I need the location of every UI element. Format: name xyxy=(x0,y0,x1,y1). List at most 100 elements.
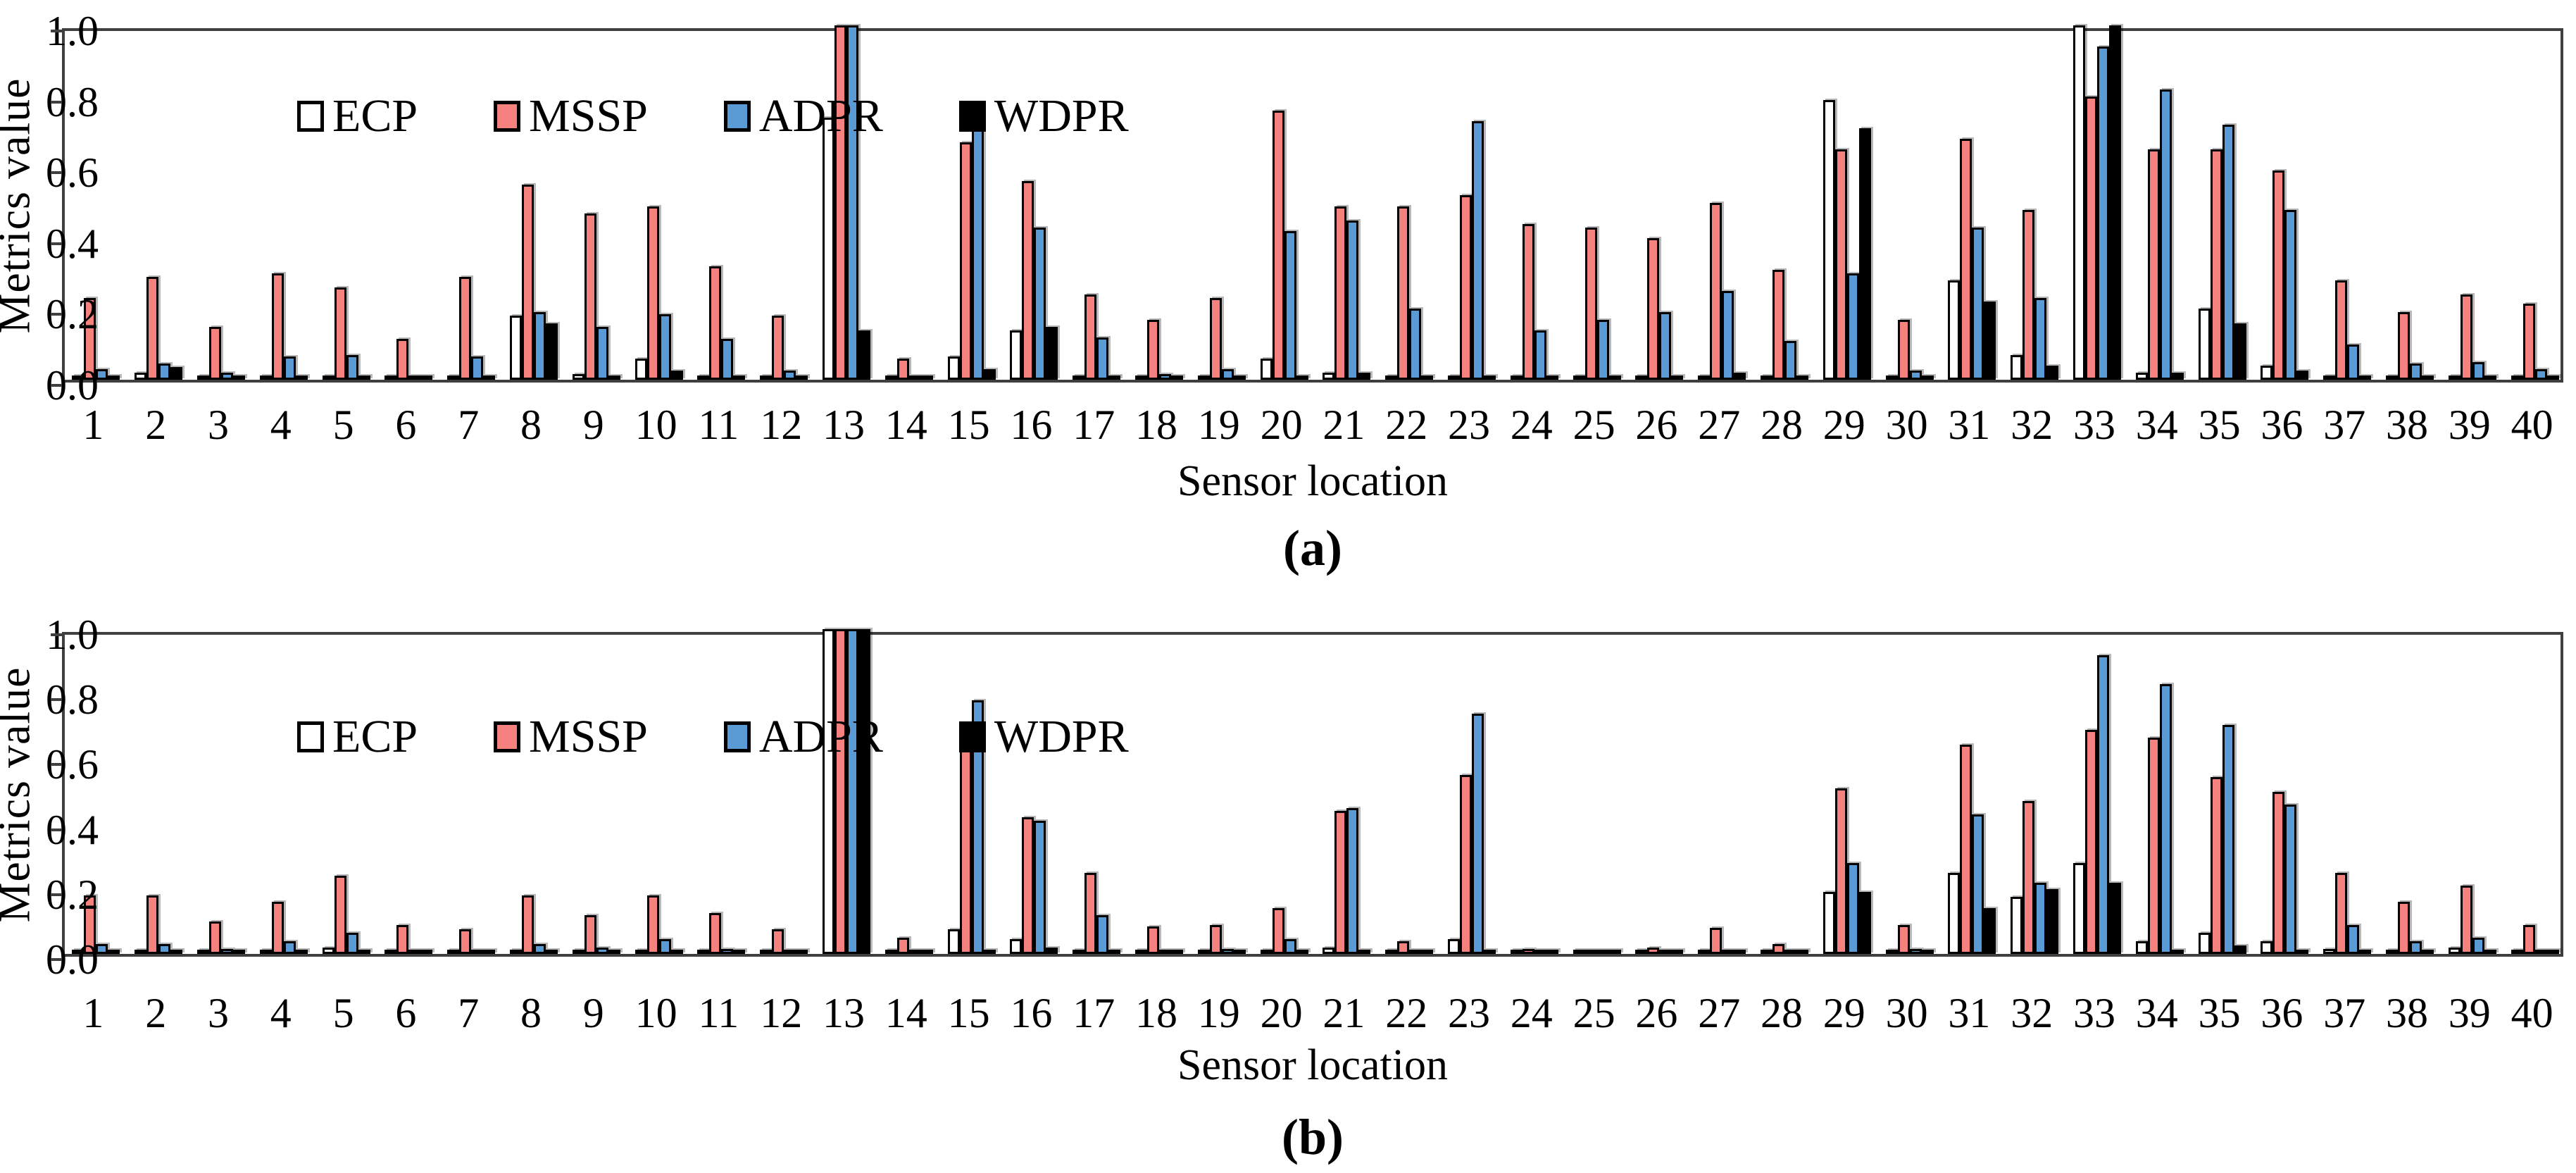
x-tick-label: 11 xyxy=(698,990,739,1036)
bar-mssp-sensor-2 xyxy=(146,277,159,380)
bar-mssp-sensor-17 xyxy=(1084,872,1097,954)
bar-wdpr-sensor-11 xyxy=(733,376,746,380)
bar-ecp-sensor-18 xyxy=(1135,950,1147,954)
bar-wdpr-sensor-19 xyxy=(1233,376,1246,380)
bar-ecp-sensor-39 xyxy=(2448,376,2461,380)
x-tick-label: 3 xyxy=(208,990,229,1036)
bar-ecp-sensor-19 xyxy=(1197,950,1210,954)
bar-wdpr-sensor-8 xyxy=(546,950,558,954)
bar-mssp-sensor-27 xyxy=(1710,928,1722,954)
bar-mssp-sensor-20 xyxy=(1272,908,1284,954)
bar-adpr-sensor-34 xyxy=(2159,89,2172,380)
bar-wdpr-sensor-21 xyxy=(1358,372,1371,380)
x-tick-label: 33 xyxy=(2073,990,2115,1036)
bar-wdpr-sensor-1 xyxy=(108,950,120,954)
x-tick-label: 35 xyxy=(2198,990,2241,1036)
legend-label: ADPR xyxy=(758,90,883,142)
bar-mssp-sensor-5 xyxy=(334,287,346,380)
bar-adpr-sensor-1 xyxy=(96,944,108,954)
bar-wdpr-sensor-28 xyxy=(1796,950,1808,954)
bar-wdpr-sensor-5 xyxy=(358,950,370,954)
x-axis-title: Sensor location xyxy=(1177,457,1448,505)
bar-mssp-sensor-37 xyxy=(2335,872,2348,954)
bar-mssp-sensor-38 xyxy=(2398,312,2410,380)
bar-mssp-sensor-15 xyxy=(959,142,972,380)
bar-wdpr-sensor-23 xyxy=(1484,950,1496,954)
bar-adpr-sensor-19 xyxy=(1221,949,1234,954)
bar-mssp-sensor-27 xyxy=(1710,202,1722,380)
x-tick-label: 27 xyxy=(1698,990,1741,1036)
bar-adpr-sensor-34 xyxy=(2159,684,2172,954)
bar-ecp-sensor-8 xyxy=(510,316,522,380)
x-tick-label: 13 xyxy=(823,990,865,1036)
y-tick-mark xyxy=(51,313,62,316)
x-tick-label: 1 xyxy=(82,990,104,1036)
x-tick-label: 19 xyxy=(1197,990,1240,1036)
bar-mssp-sensor-40 xyxy=(2522,924,2535,954)
legend-label: ECP xyxy=(332,711,418,762)
bar-adpr-sensor-12 xyxy=(784,371,796,380)
bar-adpr-sensor-40 xyxy=(2534,950,2547,954)
bar-wdpr-sensor-29 xyxy=(1858,892,1871,954)
bar-adpr-sensor-26 xyxy=(1659,950,1672,954)
y-tick-mark xyxy=(51,698,62,702)
x-tick-label: 13 xyxy=(823,402,865,448)
bar-mssp-sensor-40 xyxy=(2522,303,2535,380)
bar-ecp-sensor-23 xyxy=(1448,939,1460,954)
x-tick-label: 7 xyxy=(458,402,480,448)
bar-wdpr-sensor-20 xyxy=(1296,950,1308,954)
bar-mssp-sensor-11 xyxy=(709,913,722,954)
bar-adpr-sensor-36 xyxy=(2284,804,2297,954)
bar-adpr-sensor-33 xyxy=(2097,654,2109,954)
legend: ECP MSSP ADPR WDPR xyxy=(297,714,1129,760)
bar-ecp-sensor-15 xyxy=(947,929,960,954)
x-tick-label: 35 xyxy=(2198,402,2241,448)
bar-adpr-sensor-24 xyxy=(1534,950,1546,954)
bar-ecp-sensor-25 xyxy=(1573,376,1585,380)
bar-ecp-sensor-12 xyxy=(760,950,773,954)
bar-mssp-sensor-37 xyxy=(2335,280,2348,380)
bar-wdpr-sensor-7 xyxy=(483,950,496,954)
bar-ecp-sensor-10 xyxy=(634,950,647,954)
x-tick-label: 36 xyxy=(2261,402,2303,448)
x-tick-label: 22 xyxy=(1385,402,1428,448)
bar-ecp-sensor-34 xyxy=(2135,372,2148,380)
x-tick-label: 23 xyxy=(1448,990,1490,1036)
bar-wdpr-sensor-31 xyxy=(1984,302,1996,380)
bar-ecp-sensor-11 xyxy=(697,376,710,380)
bar-wdpr-sensor-30 xyxy=(1921,376,1934,380)
bar-adpr-sensor-6 xyxy=(408,376,421,380)
bar-ecp-sensor-18 xyxy=(1135,376,1147,380)
bar-wdpr-sensor-15 xyxy=(983,368,996,380)
bar-mssp-sensor-3 xyxy=(209,326,221,380)
bar-ecp-sensor-27 xyxy=(1698,950,1711,954)
bar-ecp-sensor-7 xyxy=(447,950,460,954)
legend-swatch-wdpr xyxy=(958,101,986,132)
x-tick-label: 24 xyxy=(1510,990,1553,1036)
bar-wdpr-sensor-10 xyxy=(670,371,683,380)
bar-mssp-sensor-4 xyxy=(271,273,284,380)
bar-mssp-sensor-30 xyxy=(1897,319,1910,380)
bar-mssp-sensor-22 xyxy=(1397,941,1410,954)
bar-ecp-sensor-36 xyxy=(2261,365,2273,380)
bar-ecp-sensor-12 xyxy=(760,376,773,380)
bar-adpr-sensor-18 xyxy=(1159,950,1171,954)
x-tick-label: 31 xyxy=(1948,402,1991,448)
bar-adpr-sensor-31 xyxy=(1972,227,1984,380)
bar-ecp-sensor-30 xyxy=(1885,950,1898,954)
y-axis-title: Metrics value xyxy=(0,28,39,383)
bar-adpr-sensor-23 xyxy=(1472,713,1484,954)
bar-mssp-sensor-10 xyxy=(646,895,659,954)
bar-ecp-sensor-37 xyxy=(2323,376,2336,380)
legend-label: ADPR xyxy=(758,711,883,762)
bar-mssp-sensor-1 xyxy=(84,895,96,954)
bar-adpr-sensor-27 xyxy=(1722,950,1734,954)
bar-adpr-sensor-4 xyxy=(283,356,296,380)
x-axis-title: Sensor location xyxy=(1177,1041,1448,1089)
bar-adpr-sensor-29 xyxy=(1846,862,1859,954)
bar-wdpr-sensor-25 xyxy=(1608,376,1621,380)
bar-mssp-sensor-13 xyxy=(834,629,846,954)
bar-adpr-sensor-39 xyxy=(2472,361,2484,380)
bar-adpr-sensor-26 xyxy=(1659,312,1672,380)
bar-mssp-sensor-29 xyxy=(1834,788,1847,954)
